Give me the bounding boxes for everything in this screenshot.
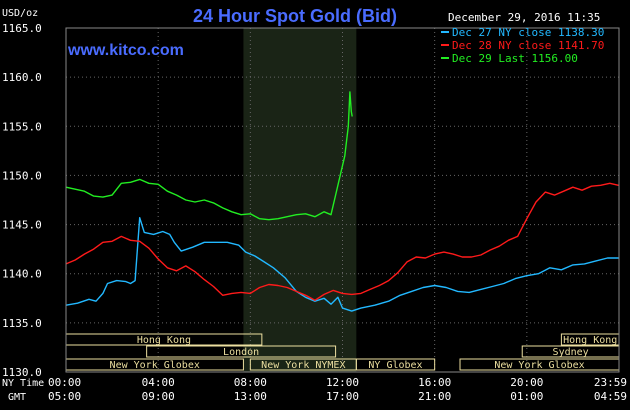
plot-frame <box>65 27 620 373</box>
market-session-label: New York Globex <box>110 360 200 371</box>
market-session-box <box>146 345 337 358</box>
market-session-label: Hong Kong <box>137 335 191 346</box>
x-tick-label: 21:00 <box>418 390 451 403</box>
y-axis-unit: USD/oz <box>2 8 38 19</box>
x-tick-label: 16:00 <box>418 376 451 389</box>
x-tick-label: 20:00 <box>510 376 543 389</box>
market-session-label: New York Globex <box>494 360 584 371</box>
x-tick-label: 00:00 <box>48 376 81 389</box>
x-axis-row-label-gmt: GMT <box>8 392 26 403</box>
x-axis-row-label-ny: NY Time <box>2 378 44 389</box>
x-tick-label: 08:00 <box>234 376 267 389</box>
x-tick-label: 23:59 <box>594 376 627 389</box>
market-session-label: Hong Kong <box>563 335 617 346</box>
market-session-label: London <box>223 347 259 358</box>
watermark: www.kitco.com <box>67 42 184 59</box>
legend: Dec 27 NY close 1138.30 Dec 28 NY close … <box>441 26 604 65</box>
y-tick-label: 1145.0 <box>2 219 42 232</box>
legend-entry: Dec 28 NY close 1141.70 <box>452 39 604 52</box>
y-tick-label: 1150.0 <box>2 169 42 182</box>
session-highlight <box>243 28 357 372</box>
x-tick-label: 05:00 <box>48 390 81 403</box>
market-session-box <box>355 358 436 371</box>
legend-entry: Dec 27 NY close 1138.30 <box>452 26 604 39</box>
y-tick-label: 1155.0 <box>2 120 42 133</box>
market-session-label: NY Globex <box>368 360 422 371</box>
market-session-label: New York NYMEX <box>261 360 345 371</box>
x-tick-label: 04:00 <box>142 376 175 389</box>
x-tick-label: 12:00 <box>326 376 359 389</box>
x-tick-label: 01:00 <box>510 390 543 403</box>
x-tick-label: 13:00 <box>234 390 267 403</box>
x-tick-label: 17:00 <box>326 390 359 403</box>
market-session-label: Sydney <box>553 347 589 358</box>
y-tick-label: 1165.0 <box>2 22 42 35</box>
y-tick-label: 1135.0 <box>2 317 42 330</box>
y-tick-label: 1140.0 <box>2 268 42 281</box>
series-line <box>65 91 353 221</box>
date-stamp: December 29, 2016 11:35 <box>448 11 600 24</box>
y-tick-label: 1160.0 <box>2 71 42 84</box>
legend-entry: Dec 29 Last 1156.00 <box>452 52 578 65</box>
y-tick-label: 1130.0 <box>2 366 42 379</box>
chart-title: 24 Hour Spot Gold (Bid) <box>193 6 397 26</box>
x-tick-label: 04:59 <box>594 390 627 403</box>
series-line <box>65 182 619 301</box>
series-line <box>65 217 619 312</box>
x-tick-label: 09:00 <box>142 390 175 403</box>
